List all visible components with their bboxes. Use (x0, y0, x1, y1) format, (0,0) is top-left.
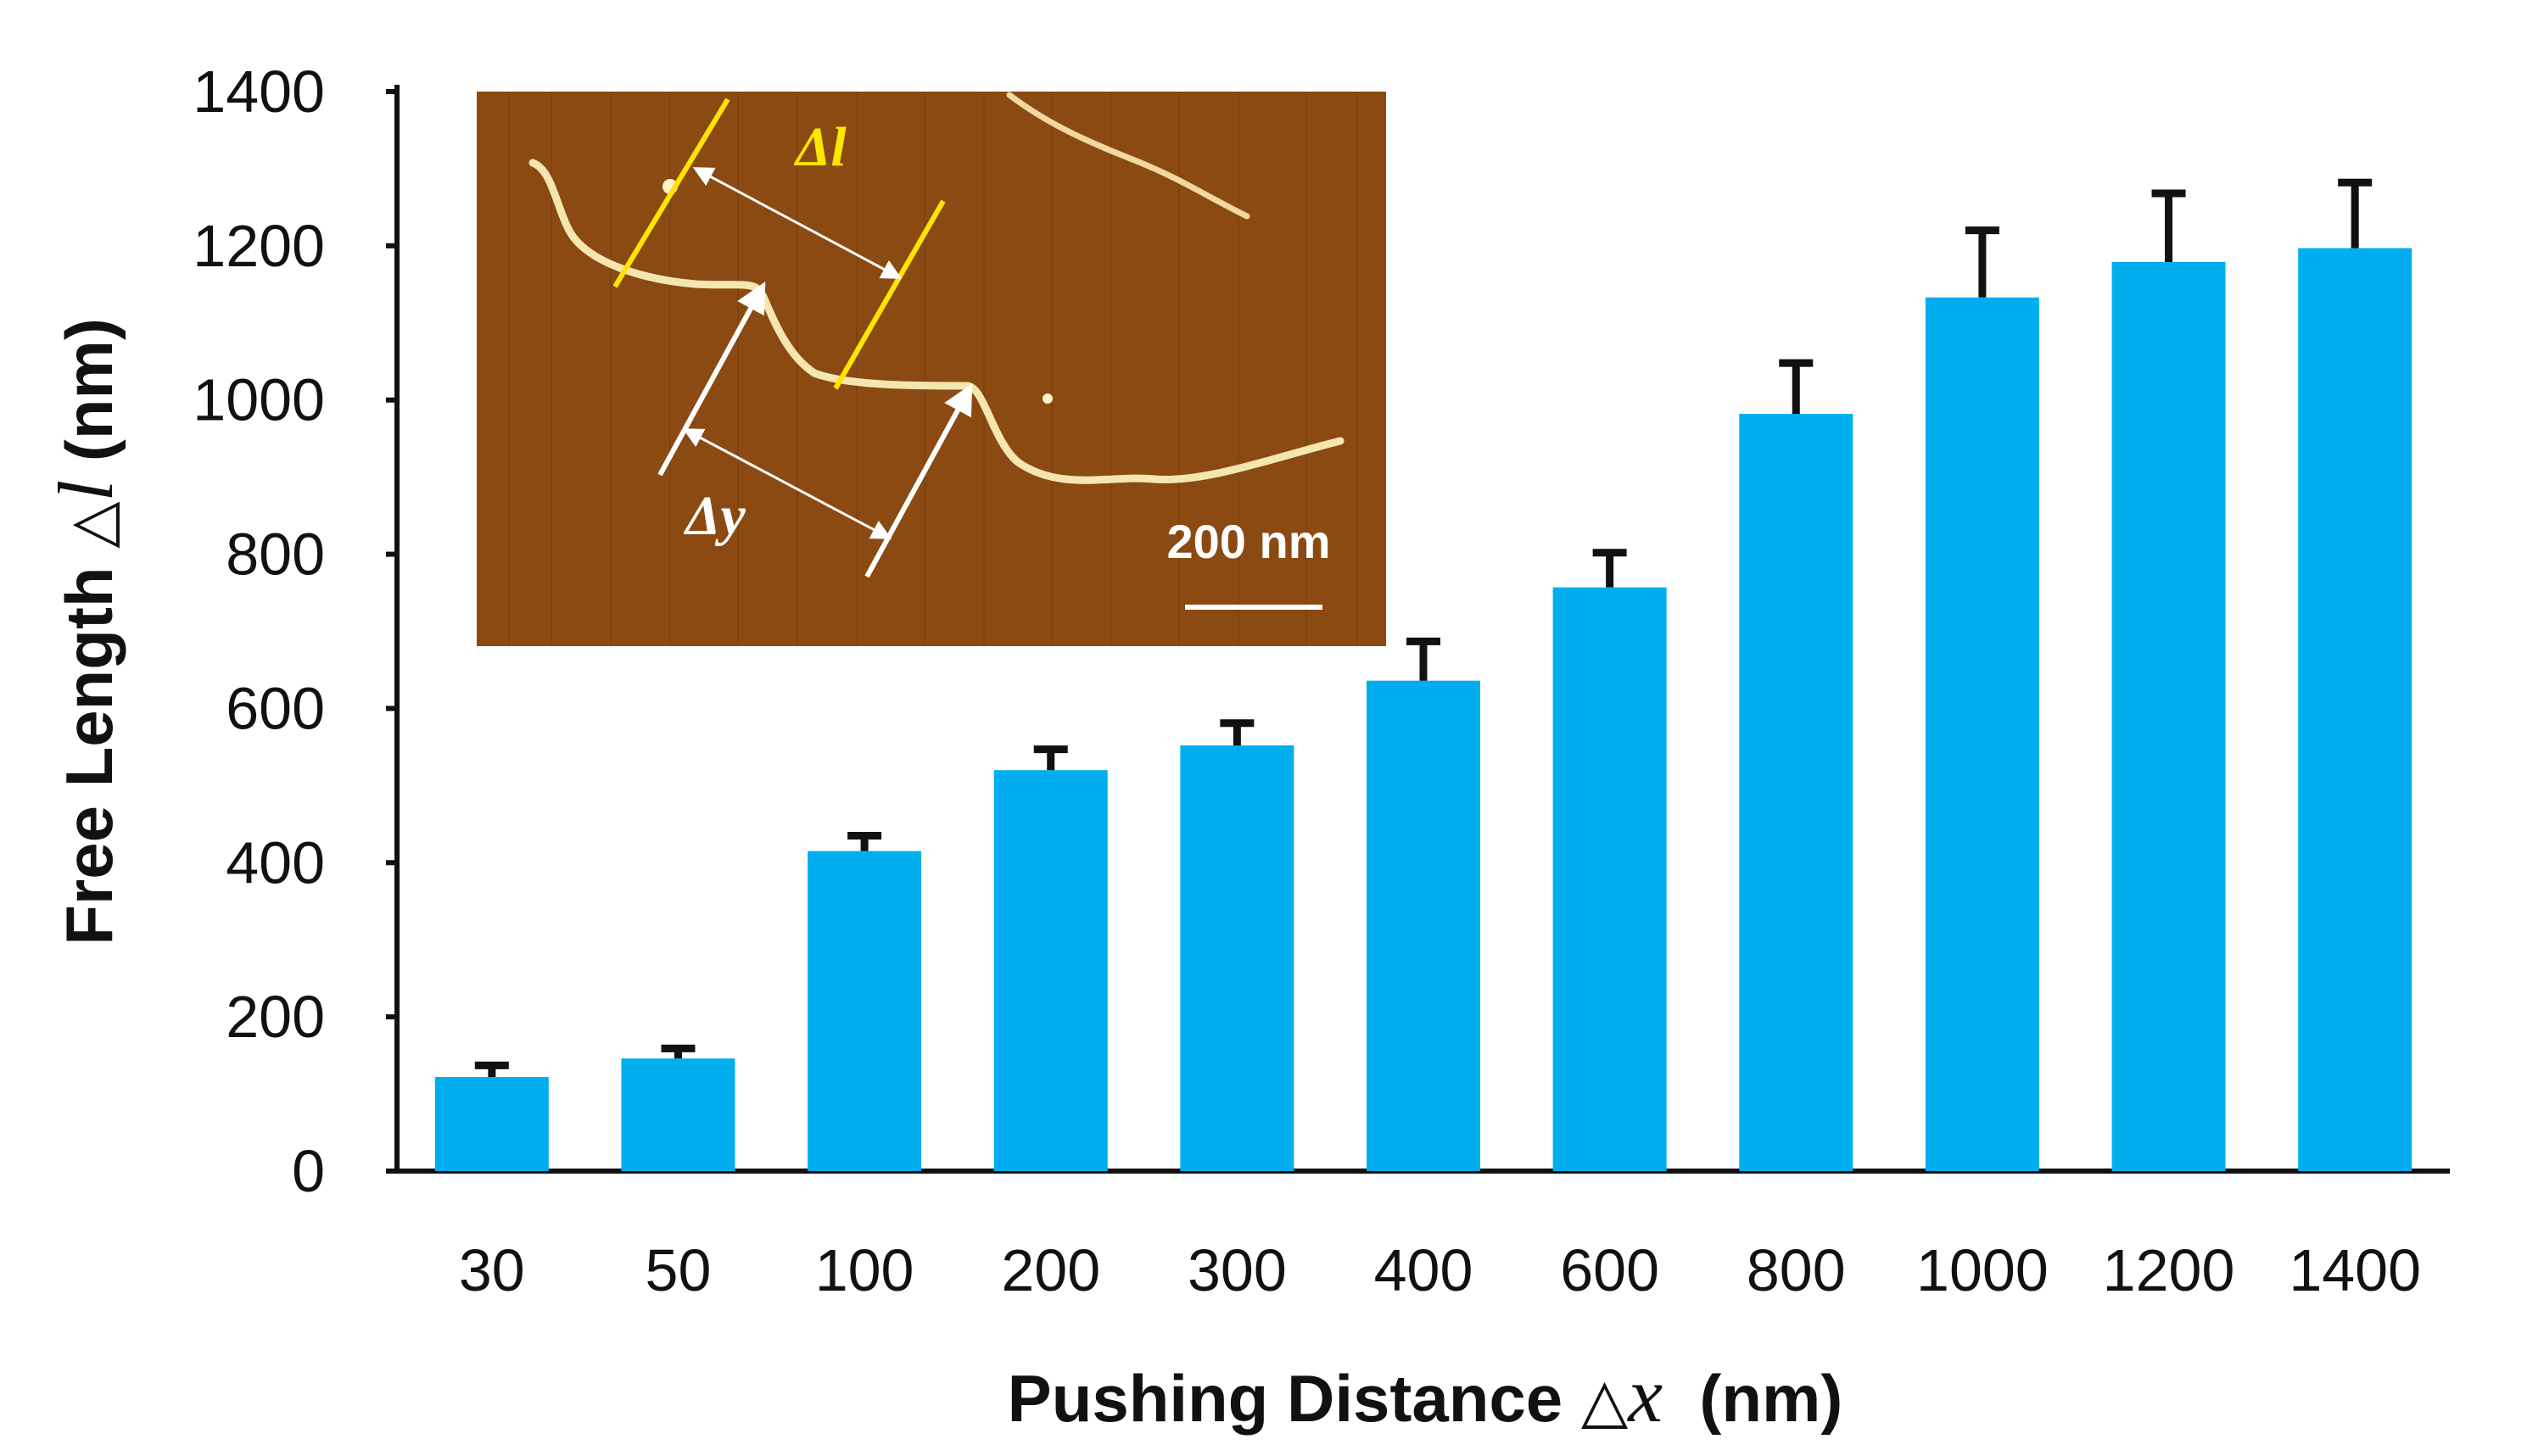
y-tick-label: 200 (226, 984, 325, 1050)
nanowire-upper (1006, 92, 1250, 220)
x-tick-label: 100 (815, 1237, 914, 1303)
x-tick-label: 300 (1188, 1237, 1287, 1303)
x-axis-title-suffix: (nm) (1663, 1361, 1842, 1436)
y-axis-ticks: 0 200 400 600 800 1000 1200 1400 (193, 59, 400, 1204)
delta-y-label: Δy (683, 485, 746, 547)
x-tick-label: 1000 (1916, 1237, 2049, 1303)
delta-l-label: Δl (793, 116, 847, 178)
bar-200 (993, 770, 1108, 1171)
bar-300 (1180, 745, 1294, 1171)
y-axis-title-prefix: Free Length (52, 549, 126, 946)
y-tick-label: 600 (226, 675, 325, 741)
x-tick-label: 30 (459, 1237, 525, 1303)
y-tick-label: 1400 (193, 59, 325, 125)
error-bars-group (474, 178, 2373, 1078)
y-axis-title-suffix: (nm) (52, 318, 126, 480)
y-tick-label: 800 (226, 522, 325, 588)
x-tick-label: 600 (1560, 1237, 1659, 1303)
bar-400 (1367, 680, 1480, 1171)
push-arrow-right (864, 383, 973, 578)
delta-l-arrow (692, 167, 903, 279)
y-tick-label: 400 (226, 829, 325, 895)
x-axis-delta-icon: △ (1581, 1364, 1629, 1436)
x-axis-title-prefix: Pushing Distance (1008, 1361, 1581, 1436)
x-tick-label: 1400 (2289, 1237, 2421, 1303)
x-axis-title: Pushing Distance △x (nm) (1008, 1352, 1843, 1438)
bar-30 (434, 1077, 549, 1171)
inset-background (477, 92, 1386, 646)
bar-1000 (1925, 297, 2039, 1171)
x-axis-symbol: x (1626, 1352, 1663, 1438)
y-axis-symbol: l (42, 480, 129, 502)
scale-bar-label: 200 nm (1167, 515, 1331, 568)
bar-50 (621, 1058, 735, 1171)
y-tick-label: 1000 (193, 367, 325, 433)
delta-l-marker-left (612, 98, 730, 288)
bar-1200 (2111, 261, 2226, 1171)
bars-group (434, 248, 2412, 1172)
x-tick-label: 400 (1374, 1237, 1473, 1303)
x-axis-tick-labels: 30 50 100 200 300 400 600 800 1000 1200 1400 (459, 1237, 2421, 1303)
delta-l-marker-right (833, 199, 946, 390)
bar-100 (808, 851, 922, 1171)
nanowire-main (528, 159, 1345, 484)
y-tick-label: 1200 (193, 213, 325, 279)
y-axis-delta-icon: △ (55, 501, 126, 549)
afm-inset: Δl Δy 200 nm (477, 92, 1386, 646)
x-tick-label: 50 (646, 1237, 712, 1303)
x-tick-label: 800 (1747, 1237, 1846, 1303)
push-arrow-left (657, 282, 766, 477)
y-axis-title: Free Length △l (nm) (42, 318, 129, 946)
bar-600 (1552, 587, 1667, 1171)
y-tick-label: 0 (292, 1138, 325, 1204)
x-tick-label: 200 (1001, 1237, 1100, 1303)
bar-1400 (2298, 248, 2412, 1172)
x-tick-label: 1200 (2103, 1237, 2235, 1303)
delta-y-arrow (682, 428, 892, 539)
particle (1043, 393, 1053, 404)
bar-800 (1739, 414, 1853, 1171)
